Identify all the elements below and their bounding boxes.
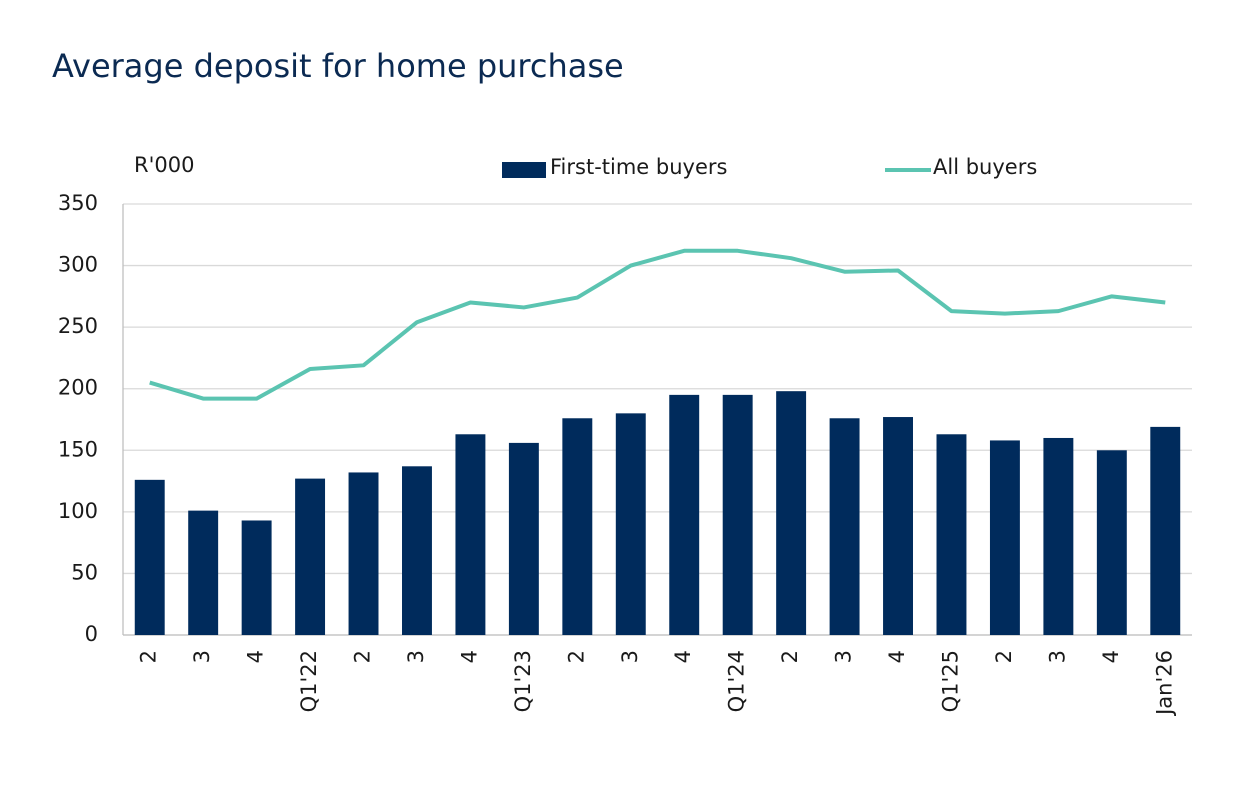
bar bbox=[615, 413, 646, 635]
y-tick-label: 100 bbox=[58, 499, 98, 523]
legend-label: First-time buyers bbox=[550, 155, 727, 179]
x-tick-label: 3 bbox=[618, 650, 642, 663]
bar bbox=[829, 418, 860, 635]
bar bbox=[1043, 437, 1074, 635]
bar bbox=[188, 510, 219, 635]
bar bbox=[508, 442, 539, 635]
bar bbox=[402, 466, 432, 635]
y-tick-label: 300 bbox=[58, 253, 98, 277]
y-tick-label: 250 bbox=[58, 314, 98, 338]
x-tick-label: 2 bbox=[992, 650, 1016, 663]
x-tick-label: Q1'24 bbox=[725, 650, 749, 712]
x-tick-label: 4 bbox=[457, 650, 481, 663]
bar bbox=[989, 440, 1020, 635]
legend-label: All buyers bbox=[933, 155, 1037, 179]
bar bbox=[1096, 450, 1127, 635]
y-tick-label: 50 bbox=[71, 560, 98, 584]
y-tick-label: 350 bbox=[58, 191, 98, 215]
x-tick-label: 3 bbox=[404, 650, 428, 663]
legend-swatch bbox=[502, 162, 546, 178]
x-tick-label: 3 bbox=[1045, 650, 1069, 663]
bar bbox=[455, 434, 486, 635]
line bbox=[149, 248, 1166, 401]
bar bbox=[241, 520, 272, 635]
x-tick-label: Jan'26 bbox=[1152, 650, 1176, 717]
y-axis-label: R'000 bbox=[134, 153, 194, 177]
y-tick-label: 0 bbox=[85, 622, 98, 646]
x-tick-label: 4 bbox=[1099, 650, 1123, 663]
x-tick-label: 4 bbox=[671, 650, 695, 663]
bar bbox=[936, 434, 967, 635]
x-tick-label: 4 bbox=[885, 650, 909, 663]
y-tick-label: 200 bbox=[58, 376, 98, 400]
x-tick-label: 2 bbox=[351, 650, 375, 663]
x-tick-label: 3 bbox=[190, 650, 214, 663]
chart-title: Average deposit for home purchase bbox=[52, 47, 624, 85]
x-tick-label: Q1'23 bbox=[511, 650, 535, 712]
bar bbox=[776, 391, 807, 635]
bar bbox=[722, 394, 753, 635]
bar bbox=[883, 417, 913, 635]
y-tick-label: 150 bbox=[58, 437, 98, 461]
x-tick-label: 2 bbox=[564, 650, 588, 663]
bar bbox=[134, 479, 165, 635]
bar bbox=[348, 472, 379, 635]
x-tick-label: 3 bbox=[832, 650, 856, 663]
x-tick-label: 2 bbox=[137, 650, 161, 663]
x-tick-label: 2 bbox=[778, 650, 802, 663]
bar bbox=[562, 418, 593, 635]
x-tick-label: Q1'22 bbox=[297, 650, 321, 712]
bar bbox=[669, 394, 700, 635]
bar bbox=[295, 478, 326, 635]
x-tick-label: 4 bbox=[244, 650, 268, 663]
x-tick-label: Q1'25 bbox=[938, 650, 962, 712]
bar bbox=[1150, 426, 1181, 635]
